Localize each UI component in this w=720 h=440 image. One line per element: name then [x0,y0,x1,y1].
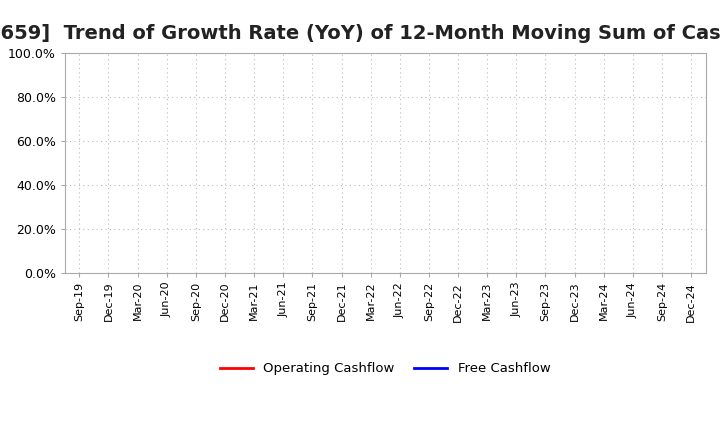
Title: [6659]  Trend of Growth Rate (YoY) of 12-Month Moving Sum of Cashflows: [6659] Trend of Growth Rate (YoY) of 12-… [0,24,720,43]
Legend: Operating Cashflow, Free Cashflow: Operating Cashflow, Free Cashflow [215,357,556,381]
